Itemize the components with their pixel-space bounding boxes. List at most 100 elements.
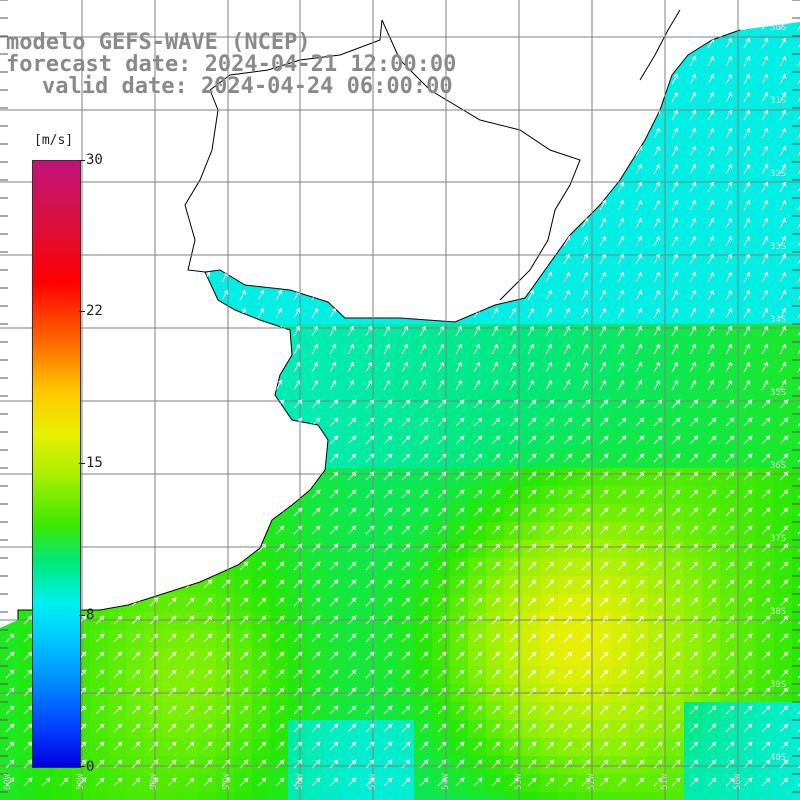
field-cell <box>90 396 108 414</box>
field-cell <box>450 234 468 252</box>
wind-arrow <box>23 307 31 319</box>
field-cell <box>180 450 198 468</box>
lat-label: 33S <box>770 242 786 252</box>
field-cell <box>576 342 594 360</box>
field-cell <box>648 324 666 342</box>
field-cell <box>792 270 800 288</box>
field-cell <box>198 450 216 468</box>
field-cell <box>702 252 720 270</box>
field-cell <box>378 198 396 216</box>
field-cell <box>252 198 270 216</box>
wind-arrow <box>167 271 175 283</box>
wind-arrow <box>5 145 13 157</box>
field-cell <box>774 360 792 378</box>
wind-arrow <box>41 22 49 31</box>
field-cell <box>378 126 396 144</box>
wind-arrow <box>78 2 84 12</box>
wind-arrow <box>42 2 48 12</box>
wind-arrow <box>563 127 571 139</box>
field-cell <box>162 504 180 522</box>
field-cell <box>450 216 468 234</box>
wind-arrow <box>221 307 229 319</box>
field-cell <box>594 270 612 288</box>
field-cell <box>486 90 504 108</box>
field-cell <box>18 108 36 126</box>
field-cell <box>684 342 702 360</box>
wind-arrow <box>437 307 445 319</box>
wind-arrow <box>545 37 553 49</box>
wind-arrow <box>167 417 177 427</box>
field-cell <box>0 414 18 432</box>
field-cell <box>108 342 126 360</box>
field-cell <box>270 216 288 234</box>
field-cell <box>612 144 630 162</box>
field-cell <box>540 198 558 216</box>
field-cell <box>360 162 378 180</box>
field-cell <box>774 108 792 126</box>
field-cell <box>738 216 756 234</box>
wind-arrow <box>60 2 66 12</box>
field-cell <box>378 0 396 18</box>
wind-arrow <box>527 22 535 31</box>
field-cell <box>126 342 144 360</box>
field-cell <box>144 504 162 522</box>
field-cell <box>198 558 216 576</box>
field-cell <box>684 252 702 270</box>
wind-arrow <box>131 471 141 481</box>
field-cell <box>126 450 144 468</box>
wind-arrow <box>365 199 373 211</box>
field-cell <box>126 162 144 180</box>
wind-arrow <box>257 507 267 517</box>
wind-arrow <box>744 2 750 12</box>
field-cell <box>792 432 800 450</box>
field-cell <box>450 270 468 288</box>
field-cell <box>684 360 702 378</box>
wind-arrow <box>347 127 355 139</box>
wind-arrow <box>5 597 15 607</box>
field-cell <box>108 792 126 800</box>
field-cell <box>594 378 612 396</box>
wind-arrow <box>23 181 31 193</box>
wind-arrow <box>581 55 589 67</box>
wind-arrow <box>23 379 31 391</box>
wind-arrow <box>131 163 139 175</box>
field-cell <box>0 0 18 18</box>
field-cell <box>540 792 558 800</box>
lat-label: 40S <box>770 753 786 763</box>
lat-label: 35S <box>770 388 786 398</box>
wind-arrow <box>545 109 553 121</box>
field-cell <box>144 162 162 180</box>
field-cell <box>720 252 738 270</box>
wind-arrow <box>203 199 211 211</box>
wind-arrow <box>635 91 643 103</box>
field-cell <box>144 0 162 18</box>
field-cell <box>144 144 162 162</box>
field-cell <box>540 306 558 324</box>
lon-label: 56W <box>295 773 305 790</box>
field-cell <box>288 126 306 144</box>
field-cell <box>612 234 630 252</box>
field-cell <box>288 198 306 216</box>
wind-arrow <box>329 37 337 49</box>
wind-arrow <box>599 181 607 193</box>
field-cell <box>756 54 774 72</box>
field-cell <box>558 792 576 800</box>
lat-label: 38S <box>770 607 786 617</box>
colorbar-tickmark <box>79 311 85 312</box>
field-cell <box>414 198 432 216</box>
wind-arrow <box>455 235 463 247</box>
wind-arrow <box>221 163 229 175</box>
field-cell <box>126 486 144 504</box>
field-cell <box>720 324 738 342</box>
field-cell <box>342 180 360 198</box>
field-cell <box>54 108 72 126</box>
wind-arrow <box>329 199 337 211</box>
wind-arrow <box>167 361 175 373</box>
field-cell <box>522 792 540 800</box>
field-cell <box>720 0 738 18</box>
wind-arrow <box>293 199 301 211</box>
wind-arrow <box>383 109 391 121</box>
field-cell <box>0 270 18 288</box>
field-cell <box>684 108 702 126</box>
field-cell <box>630 270 648 288</box>
